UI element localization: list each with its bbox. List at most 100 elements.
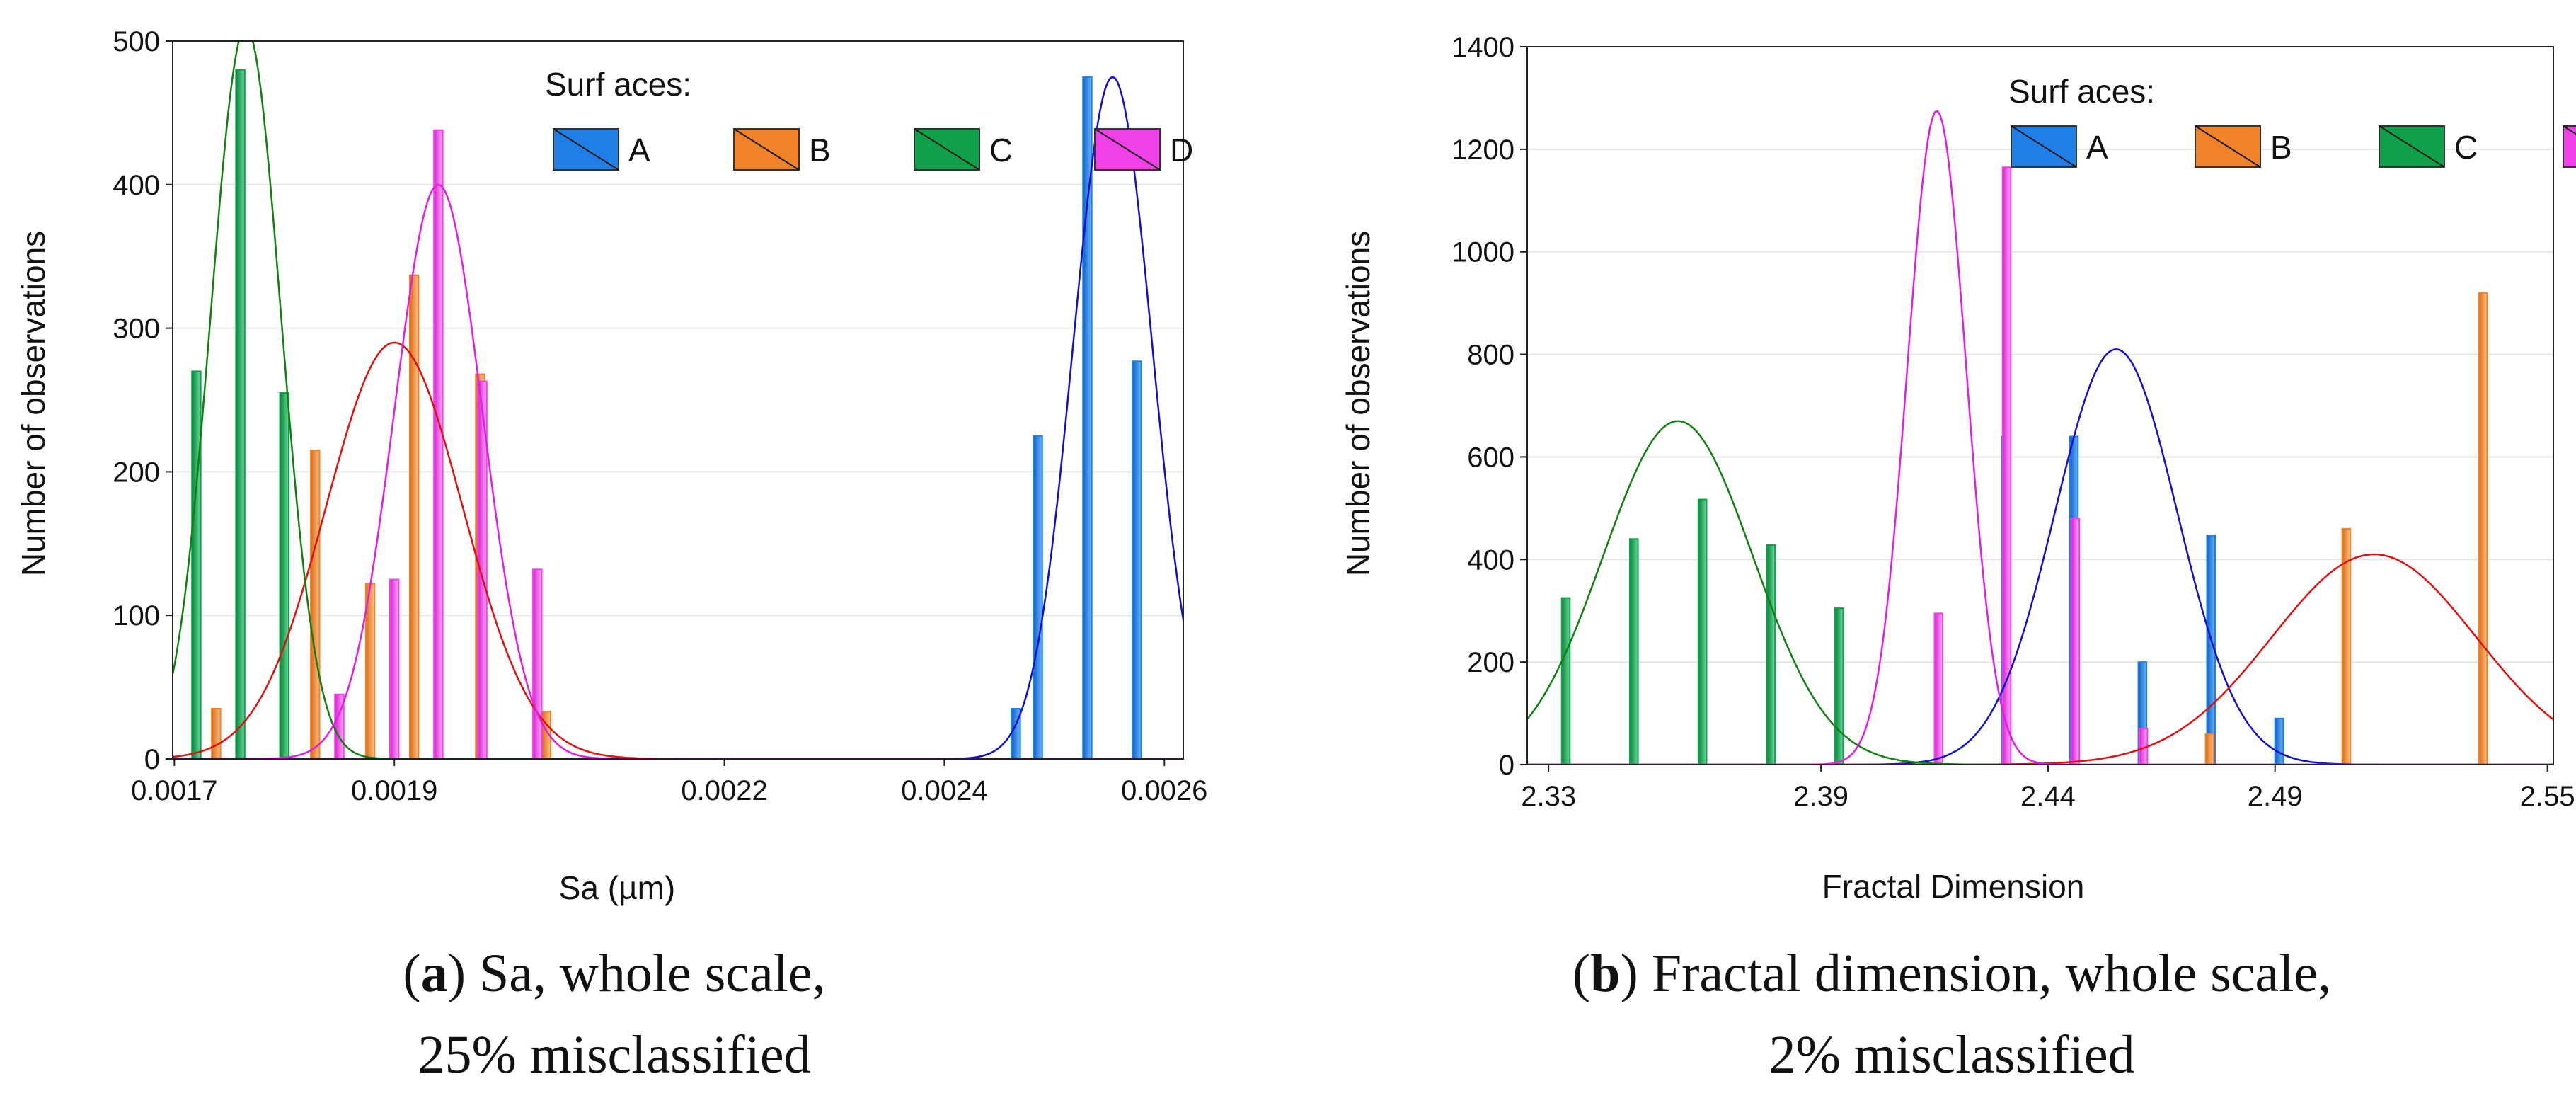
panel-b-y-tick-label: 1200: [1451, 135, 1514, 166]
panel-b-x-tick-label: 2.55: [2520, 781, 2575, 812]
panel-a-bar-c: [235, 69, 246, 759]
panel-b-legend-swatch-hatch: [2563, 125, 2576, 135]
panel-a-bar-d: [477, 380, 488, 759]
panel-b-bars: [1560, 166, 2488, 765]
panel-b-legend-swatch-hatch: [2379, 125, 2445, 168]
panel-a-chart: 0 100 200 300 400 500 0.0017 0.0019 0.0022 0.002…: [15, 26, 1207, 906]
panel-a-y-tick-label: 200: [113, 457, 160, 488]
panel-b-bar-a: [2137, 661, 2148, 765]
panel-a-plot-frame: [172, 40, 1184, 760]
panel-a-x-ticks: 0.0017 0.0019 0.0022 0.0024 0.0026: [131, 759, 1207, 806]
panel-a-y-tick-label: 400: [113, 170, 160, 201]
panel-b-y-tick-label: 200: [1467, 647, 1514, 678]
panel-a-bar-c: [279, 392, 289, 759]
panel-b-caption-letter: b: [1590, 944, 1620, 1003]
panel-a-legend-swatch-hatch: [1094, 128, 1161, 171]
panel-a-bars: [191, 69, 1142, 759]
panel-b-legend-label-c: C: [2454, 129, 2478, 166]
panel-a-legend-item-b: B: [733, 128, 831, 171]
panel-a-x-tick-label: 0.0026: [1121, 775, 1207, 806]
panel-b-x-tick-label: 2.39: [1793, 781, 1848, 812]
panel-a-legend-swatch-hatch: [553, 128, 619, 171]
panel-a-legend-item-c: C: [914, 128, 1013, 171]
panel-b-normal-curve-d: [1527, 110, 2553, 765]
panel-a-bar-b: [310, 449, 321, 759]
panel-a-x-tick-label: 0.0019: [351, 775, 437, 806]
panel-a-legend: Surf aces: A B C D: [545, 66, 1193, 171]
panel-a-gridlines: [173, 40, 1183, 760]
panel-a-caption-line2: 25% misclassified: [418, 1025, 810, 1085]
panel-b-bar-c: [1766, 544, 1776, 765]
panel-b-legend-swatch-d: [2563, 125, 2576, 168]
panel-b-bar-b: [2478, 292, 2488, 765]
panel-a-bar-b: [211, 708, 222, 759]
panel-b-x-axis-label: Fractal Dimension: [1822, 868, 2085, 905]
panel-a-y-tick-label: 300: [113, 314, 160, 345]
panel-b-normal-curve-b: [1527, 553, 2553, 765]
panel-b-normal-curve-c: [1527, 420, 2553, 765]
panel-a-y-tick-label: 500: [113, 26, 160, 57]
panel-b-normal-curves: [1527, 110, 2553, 765]
panel-b-bar-b: [2204, 733, 2215, 765]
panel-a-x-tick-label: 0.0022: [681, 775, 767, 806]
panel-a-normal-curve-d: [173, 183, 1183, 759]
panel-b-y-axis-label: Number of observations: [1340, 231, 1376, 576]
panel-b-x-tick-label: 2.49: [2248, 781, 2303, 812]
panel-b-y-tick-label: 1000: [1451, 237, 1514, 268]
panel-b-x-tick-label: 2.33: [1521, 781, 1576, 812]
panel-a-y-axis-label: Number of observations: [15, 231, 52, 576]
panel-b-bar-c: [1697, 498, 1708, 765]
panel-b-bar-c: [1560, 597, 1571, 765]
panel-b-bar-d: [2070, 518, 2081, 765]
panel-b-bar-c: [1834, 607, 1844, 765]
panel-a-bar-a: [1033, 435, 1043, 759]
panel-a-legend-swatch-hatch: [914, 128, 980, 171]
panel-b-x-tick-label: 2.44: [2020, 781, 2076, 812]
panel-b-plot-frame: [1526, 46, 2554, 765]
panel-b-legend-swatch-hatch: [2011, 125, 2077, 168]
panel-a-legend-label-b: B: [809, 132, 831, 168]
panel-b-legend-swatch-hatch: [2195, 125, 2261, 168]
panel-b-bar-a: [2274, 717, 2284, 765]
panel-a-legend-label-c: C: [989, 132, 1013, 168]
panel-a-y-tick-label: 0: [144, 744, 160, 775]
panel-a-normal-curve-c: [173, 41, 1183, 759]
panel-a-caption-letter: a: [421, 944, 448, 1003]
panel-b-legend: Surf aces: A B C D: [2008, 73, 2576, 168]
panel-a-legend-label-a: A: [628, 132, 650, 168]
panel-b-legend-label-b: B: [2270, 129, 2292, 166]
panel-b-caption-line2: 2% misclassified: [1769, 1025, 2134, 1085]
panel-a-bar-d: [532, 568, 543, 759]
panel-a-legend-item-d: D: [1094, 128, 1193, 171]
panel-b-legend-label-a: A: [2086, 129, 2108, 166]
panel-a-legend-swatch-hatch: [733, 128, 800, 171]
panel-a-bar-a: [1132, 360, 1142, 759]
panel-a-y-ticks: 0 100 200 300 400 500: [113, 26, 173, 775]
panel-b-legend-item-a: A: [2011, 125, 2108, 168]
panel-b-y-tick-label: 1400: [1451, 32, 1514, 63]
panel-b-legend-item-c: C: [2379, 125, 2478, 168]
panel-a-bar-d: [433, 129, 444, 759]
panel-b-y-ticks: 0 200 400 600 800 1000 1200 1400: [1451, 32, 1527, 781]
panel-a-normal-curves: [173, 41, 1183, 759]
panel-b-legend-item-d: D: [2563, 125, 2576, 168]
panel-a-legend-title: Surf aces:: [545, 66, 691, 103]
panel-b-bar-d: [1933, 612, 1944, 765]
panel-a-bar-b: [408, 274, 420, 759]
panel-a-y-tick-label: 100: [113, 600, 160, 631]
panel-b-x-ticks: 2.33 2.39 2.44 2.49 2.55: [1521, 765, 2575, 812]
panel-b-bar-c: [1629, 538, 1639, 765]
panel-a-bar-c: [191, 370, 202, 759]
panel-b-y-tick-label: 0: [1499, 750, 1514, 781]
panel-b-normal-curve-a: [1527, 348, 2553, 765]
panel-b-legend-item-b: B: [2195, 125, 2292, 168]
panel-b-y-tick-label: 800: [1467, 340, 1514, 371]
panel-b-y-tick-label: 600: [1467, 442, 1514, 473]
panel-b-caption-line1: (b) Fractal dimension, whole scale,: [1572, 944, 2331, 1003]
panel-a-legend-item-a: A: [553, 128, 650, 171]
panel-a-legend-label-d: D: [1170, 132, 1193, 168]
panel-a-bar-b: [364, 583, 376, 759]
panel-b-caption-text: Fractal dimension, whole scale,: [1638, 944, 2331, 1003]
